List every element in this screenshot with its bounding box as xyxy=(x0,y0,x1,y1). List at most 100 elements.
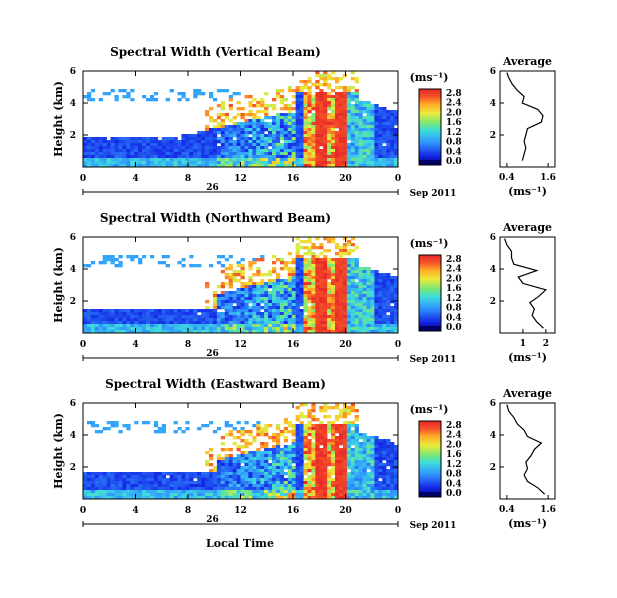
heatmap-cell xyxy=(110,496,115,500)
heatmap-cell xyxy=(338,466,344,470)
y-tick-label: 6 xyxy=(70,67,76,77)
heatmap-cell xyxy=(142,321,147,325)
heatmap-cell xyxy=(307,267,312,271)
heatmap-cell xyxy=(386,128,391,132)
heatmap-cell xyxy=(138,309,143,313)
heatmap-cell xyxy=(146,490,151,494)
heatmap-cell xyxy=(338,321,344,325)
heatmap-cell xyxy=(346,439,352,443)
colorbar-segment xyxy=(419,322,441,324)
heatmap-cell xyxy=(295,288,300,292)
heatmap-cell xyxy=(86,321,92,325)
heatmap-cell xyxy=(370,134,375,138)
heatmap-cell xyxy=(291,119,296,123)
heatmap-cell xyxy=(232,460,237,464)
heatmap-cell xyxy=(307,297,312,301)
heatmap-cell xyxy=(157,475,163,479)
y-tick-label: 2 xyxy=(70,297,76,307)
colorbar-segment xyxy=(419,282,441,285)
heatmap-cell xyxy=(299,113,304,117)
heatmap-cell xyxy=(354,442,359,446)
heatmap-cell xyxy=(260,306,265,310)
heatmap-cell xyxy=(338,460,344,464)
heatmap-cell xyxy=(291,439,296,443)
colorbar-tick-label: 0.4 xyxy=(446,479,462,489)
heatmap-cell xyxy=(122,143,127,147)
heatmap-cell xyxy=(342,475,348,479)
heatmap-cell xyxy=(354,131,359,135)
heatmap-cell xyxy=(232,463,237,467)
heatmap-cell xyxy=(165,264,170,268)
heatmap-cell xyxy=(295,267,300,271)
heatmap-cell xyxy=(275,113,281,117)
heatmap-cell xyxy=(362,460,367,464)
heatmap-cell xyxy=(169,158,174,162)
heatmap-cell xyxy=(378,282,383,286)
heatmap-cell xyxy=(299,481,304,485)
heatmap-cell xyxy=(240,315,245,319)
heatmap-cell xyxy=(240,445,245,449)
heatmap-cell xyxy=(228,276,233,280)
heatmap-cell xyxy=(244,164,249,168)
heatmap-cell xyxy=(130,318,135,322)
colorbar-segment xyxy=(419,147,441,149)
colorbar-segment xyxy=(419,96,441,99)
heatmap-cell xyxy=(299,122,304,126)
heatmap-cell xyxy=(362,300,367,304)
heatmap-cell xyxy=(307,466,312,470)
heatmap-cell xyxy=(118,475,123,479)
colorbar-tick-label: 2.8 xyxy=(446,89,462,99)
heatmap-cell xyxy=(327,330,332,334)
heatmap-cell xyxy=(287,291,292,295)
heatmap-cell xyxy=(106,321,111,325)
heatmap-cell xyxy=(307,131,312,135)
heatmap-cell xyxy=(83,472,88,476)
heatmap-cell xyxy=(319,430,324,434)
heatmap-cell xyxy=(272,469,277,473)
heatmap-cell xyxy=(212,487,218,491)
heatmap-cell xyxy=(366,143,371,147)
heatmap-cell xyxy=(386,445,391,449)
colorbar-segment xyxy=(419,312,441,314)
heatmap-cell xyxy=(264,451,269,455)
heatmap-cell xyxy=(283,303,289,307)
heatmap-cell xyxy=(303,131,308,135)
heatmap-cell xyxy=(98,487,103,491)
heatmap-cell xyxy=(354,430,359,434)
heatmap-cell xyxy=(362,140,367,144)
heatmap-cell xyxy=(260,457,265,461)
heatmap-cell xyxy=(146,98,151,102)
heatmap-cell xyxy=(126,92,131,96)
colorbar-segment xyxy=(419,442,441,445)
heatmap-cell xyxy=(193,484,198,488)
colorbar-segment xyxy=(419,308,441,310)
heatmap-cell xyxy=(106,496,111,500)
heatmap-cell xyxy=(240,264,245,268)
heatmap-cell xyxy=(236,291,241,295)
colorbar-segment xyxy=(419,89,441,91)
heatmap-cell xyxy=(149,149,155,153)
heatmap-cell xyxy=(394,131,399,135)
heatmap-cell xyxy=(189,164,194,168)
heatmap-cell xyxy=(236,330,241,334)
heatmap-cell xyxy=(338,484,344,488)
heatmap-cell xyxy=(354,454,359,458)
heatmap-cell xyxy=(303,152,308,156)
heatmap-cell xyxy=(142,478,147,482)
heatmap-cell xyxy=(209,469,214,473)
heatmap-cell xyxy=(248,457,253,461)
heatmap-cell xyxy=(110,324,115,328)
heatmap-cell xyxy=(295,107,300,111)
heatmap-cell xyxy=(102,487,107,491)
heatmap-cell xyxy=(102,140,107,144)
heatmap-cell xyxy=(342,300,348,304)
colorbar-tick-label: 0.8 xyxy=(446,470,462,480)
heatmap-cell xyxy=(386,484,391,488)
heatmap-cell xyxy=(390,330,395,334)
heatmap-cell xyxy=(209,496,214,500)
heatmap-cell xyxy=(366,273,371,277)
heatmap-cell xyxy=(374,484,379,488)
heatmap-cell xyxy=(201,131,206,135)
heatmap-cell xyxy=(272,478,277,482)
heatmap-cell xyxy=(205,158,210,162)
